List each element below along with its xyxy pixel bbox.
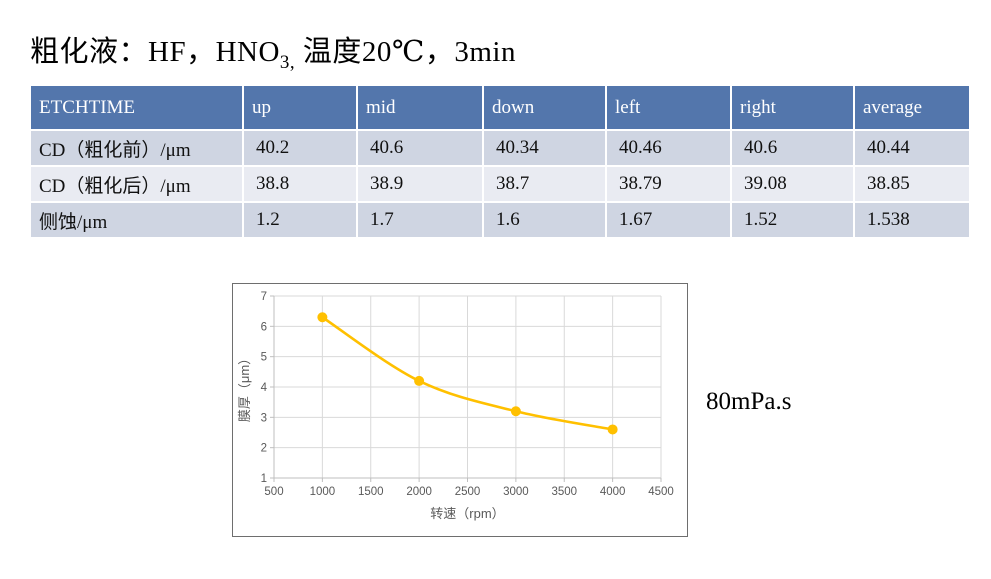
header-up: up bbox=[243, 85, 357, 130]
y-tick-label: 3 bbox=[261, 412, 267, 424]
table-header-row: ETCHTIME up mid down left right average bbox=[30, 85, 970, 130]
film-thickness-chart-svg: 500 1000 1500 2000 2500 3000 3500 4000 4500 1 2 3 4 5… bbox=[237, 291, 674, 521]
x-tick-label: 4000 bbox=[600, 486, 626, 498]
page-title: 粗化液：HF，HNO3, 温度20℃，3min bbox=[30, 28, 516, 74]
cell-value: 40.6 bbox=[731, 130, 854, 166]
data-point-marker bbox=[607, 424, 618, 435]
x-tick-label: 3000 bbox=[503, 486, 529, 498]
row-label: 侧蚀/μm bbox=[30, 202, 243, 238]
cell-value: 38.85 bbox=[854, 166, 970, 202]
header-down: down bbox=[483, 85, 606, 130]
cell-value: 1.2 bbox=[243, 202, 357, 238]
data-point-marker bbox=[317, 312, 328, 323]
cell-value: 39.08 bbox=[731, 166, 854, 202]
cell-value: 38.8 bbox=[243, 166, 357, 202]
x-tick-label: 2000 bbox=[406, 486, 432, 498]
viscosity-annotation: 80mPa.s bbox=[706, 388, 792, 415]
table-row: CD（粗化后）/μm 38.8 38.9 38.7 38.79 39.08 38… bbox=[30, 166, 970, 202]
data-point-marker bbox=[414, 375, 425, 386]
table-row: CD（粗化前）/μm 40.2 40.6 40.34 40.46 40.6 40… bbox=[30, 130, 970, 166]
data-point-marker bbox=[510, 406, 521, 417]
header-right: right bbox=[731, 85, 854, 130]
page-title-main: 粗化液：HF，HNO bbox=[30, 36, 280, 68]
table-row: 侧蚀/μm 1.2 1.7 1.6 1.67 1.52 1.538 bbox=[30, 202, 970, 238]
x-tick-label: 4500 bbox=[648, 486, 674, 498]
row-label: CD（粗化前）/μm bbox=[30, 130, 243, 166]
cell-value: 40.46 bbox=[606, 130, 731, 166]
cell-value: 38.79 bbox=[606, 166, 731, 202]
cell-value: 40.34 bbox=[483, 130, 606, 166]
cell-value: 1.67 bbox=[606, 202, 731, 238]
cell-value: 40.2 bbox=[243, 130, 357, 166]
x-axis-title: 转速（rpm） bbox=[430, 506, 504, 521]
cell-value: 38.7 bbox=[483, 166, 606, 202]
row-label: CD（粗化后）/μm bbox=[30, 166, 243, 202]
cell-value: 40.44 bbox=[854, 130, 970, 166]
header-etchtime: ETCHTIME bbox=[30, 85, 243, 130]
y-tick-label: 4 bbox=[261, 382, 268, 394]
cell-value: 1.52 bbox=[731, 202, 854, 238]
cell-value: 38.9 bbox=[357, 166, 483, 202]
etch-results-table: ETCHTIME up mid down left right average … bbox=[30, 85, 970, 238]
y-tick-label: 7 bbox=[261, 291, 267, 303]
cell-value: 1.538 bbox=[854, 202, 970, 238]
film-thickness-chart: 500 1000 1500 2000 2500 3000 3500 4000 4500 1 2 3 4 5… bbox=[232, 283, 688, 537]
page-title-subscript: 3, bbox=[279, 51, 296, 73]
cell-value: 1.6 bbox=[483, 202, 606, 238]
x-tick-label: 1500 bbox=[358, 486, 384, 498]
x-tick-label: 3500 bbox=[551, 486, 577, 498]
header-mid: mid bbox=[357, 85, 483, 130]
y-tick-label: 1 bbox=[261, 473, 267, 485]
y-tick-label: 5 bbox=[261, 352, 267, 364]
cell-value: 40.6 bbox=[357, 130, 483, 166]
page-title-tail: 温度20℃，3min bbox=[295, 36, 516, 68]
header-average: average bbox=[854, 85, 970, 130]
series-line bbox=[321, 315, 614, 431]
y-tick-label: 2 bbox=[261, 443, 267, 455]
y-axis-title: 膜厚（μm） bbox=[237, 352, 252, 422]
cell-value: 1.7 bbox=[357, 202, 483, 238]
x-tick-label: 1000 bbox=[310, 486, 336, 498]
x-tick-label: 500 bbox=[264, 486, 283, 498]
y-tick-label: 6 bbox=[261, 321, 267, 333]
header-left: left bbox=[606, 85, 731, 130]
x-tick-label: 2500 bbox=[455, 486, 481, 498]
